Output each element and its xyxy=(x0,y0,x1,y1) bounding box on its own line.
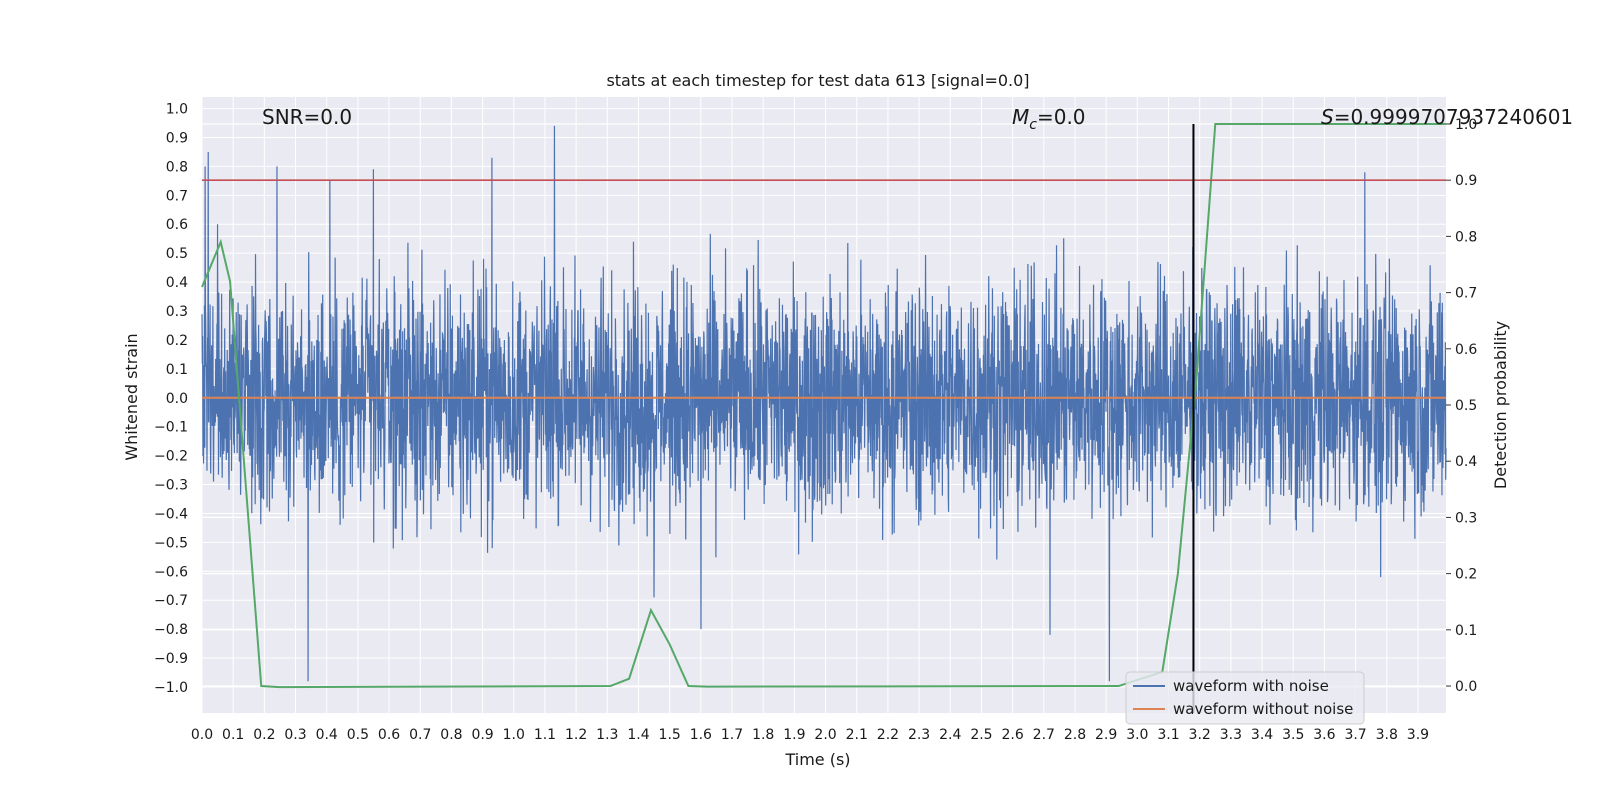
s-symbol: S xyxy=(1321,105,1334,129)
x-tick-label: 0.6 xyxy=(378,727,400,743)
y2-axis-ticks: 1.0 0.9 0.8 0.7 0.6 0.5 0.4 0.3 0.2 0.1 0.0 xyxy=(1446,117,1477,695)
x-tick-label: 3.0 xyxy=(1126,727,1148,743)
x-tick-label: 0.8 xyxy=(440,727,462,743)
x-tick-label: 1.4 xyxy=(627,727,649,743)
y-tick-label: 0.4 xyxy=(166,275,188,291)
x-tick-label: 2.7 xyxy=(1033,727,1055,743)
y2-tick-label: 0.8 xyxy=(1455,229,1477,245)
y-tick-label: 0.8 xyxy=(166,159,188,175)
x-tick-label: 0.9 xyxy=(471,727,493,743)
y-tick-label: −0.4 xyxy=(154,506,188,522)
y2-tick-label: 0.3 xyxy=(1455,510,1477,526)
snr-annotation: SNR=0.0 xyxy=(262,105,352,129)
x-tick-label: 3.5 xyxy=(1282,727,1304,743)
y2-tick-label: 0.0 xyxy=(1455,679,1477,695)
y-tick-label: −0.6 xyxy=(154,564,188,580)
detection-probability-series xyxy=(201,122,1446,689)
y-tick-label: −0.8 xyxy=(154,622,188,638)
x-tick-label: 3.6 xyxy=(1313,727,1335,743)
y-tick-label: 0.0 xyxy=(166,391,188,407)
x-tick-label: 3.7 xyxy=(1344,727,1366,743)
x-tick-label: 3.3 xyxy=(1220,727,1242,743)
x-tick-label: 2.1 xyxy=(846,727,868,743)
y-tick-label: −0.7 xyxy=(154,593,188,609)
x-tick-label: 0.1 xyxy=(222,727,244,743)
y-tick-label: 0.7 xyxy=(166,188,188,204)
x-tick-label: 2.6 xyxy=(1001,727,1023,743)
legend-label-clean: waveform without noise xyxy=(1173,700,1353,718)
detection-probability-line xyxy=(201,122,1446,689)
mc-subscript: c xyxy=(1029,117,1037,133)
x-tick-label: 0.3 xyxy=(284,727,306,743)
y2-tick-label: 0.5 xyxy=(1455,398,1477,414)
y-tick-label: −0.2 xyxy=(154,449,188,465)
x-axis-ticks: 0.0 0.1 0.2 0.3 0.4 0.5 0.6 0.7 0.8 0.9 1.0 1.1 1.2 1… xyxy=(191,727,1429,743)
x-tick-label: 1.7 xyxy=(721,727,743,743)
x-tick-label: 1.0 xyxy=(503,727,525,743)
waveform-with-noise-line xyxy=(201,125,1447,682)
y-tick-label: 0.2 xyxy=(166,333,188,349)
x-tick-label: 3.8 xyxy=(1376,727,1398,743)
x-tick-label: 2.2 xyxy=(877,727,899,743)
y-tick-label: −0.9 xyxy=(154,651,188,667)
legend-box xyxy=(1125,671,1365,725)
x-tick-label: 0.0 xyxy=(191,727,213,743)
x-tick-label: 0.7 xyxy=(409,727,431,743)
x-tick-label: 2.8 xyxy=(1064,727,1086,743)
x-tick-label: 2.0 xyxy=(814,727,836,743)
s-annotation: S=0.9999707937240601 xyxy=(1321,105,1573,129)
x-tick-label: 0.2 xyxy=(253,727,275,743)
x-tick-label: 3.4 xyxy=(1251,727,1273,743)
y2-tick-label: 0.6 xyxy=(1455,342,1477,358)
y2-axis-label: Detection probability xyxy=(1491,321,1510,489)
y-axis-label: Whitened strain xyxy=(122,333,141,460)
legend-label-noise: waveform with noise xyxy=(1173,677,1329,695)
y-tick-label: −0.1 xyxy=(154,420,188,436)
chart-title: stats at each timestep for test data 613… xyxy=(606,71,1029,90)
y2-tick-label: 1.0 xyxy=(1455,117,1477,133)
x-tick-label: 2.9 xyxy=(1095,727,1117,743)
x-tick-label: 1.5 xyxy=(659,727,681,743)
y-axis-ticks: 1.0 0.9 0.8 0.7 0.6 0.5 0.4 0.3 0.2 0.1 0.0 −0.1 −0.… xyxy=(154,102,188,696)
x-tick-label: 1.6 xyxy=(690,727,712,743)
y2-tick-label: 0.2 xyxy=(1455,567,1477,583)
x-axis-label: Time (s) xyxy=(784,750,850,769)
y-tick-label: 0.3 xyxy=(166,304,188,320)
x-tick-label: 3.9 xyxy=(1407,727,1429,743)
x-tick-label: 1.9 xyxy=(783,727,805,743)
y2-tick-label: 0.9 xyxy=(1455,173,1477,189)
s-value: =0.9999707937240601 xyxy=(1334,105,1573,129)
x-tick-label: 0.4 xyxy=(316,727,338,743)
x-tick-label: 1.8 xyxy=(752,727,774,743)
y-tick-label: 1.0 xyxy=(166,102,188,118)
y-tick-label: 0.9 xyxy=(166,130,188,146)
y2-tick-label: 0.1 xyxy=(1455,623,1477,639)
y-tick-label: −0.3 xyxy=(154,478,188,494)
x-tick-label: 2.5 xyxy=(970,727,992,743)
x-tick-label: 2.4 xyxy=(939,727,961,743)
mc-symbol: M xyxy=(1012,105,1029,129)
x-tick-label: 1.1 xyxy=(534,727,556,743)
y-tick-label: 0.1 xyxy=(166,362,188,378)
x-tick-label: 2.3 xyxy=(908,727,930,743)
y-tick-label: 0.6 xyxy=(166,217,188,233)
x-tick-label: 0.5 xyxy=(347,727,369,743)
y-tick-label: −1.0 xyxy=(154,680,188,696)
y-tick-label: 0.5 xyxy=(166,246,188,262)
mc-value: =0.0 xyxy=(1037,105,1086,129)
x-tick-label: 1.3 xyxy=(596,727,618,743)
chirp-mass-annotation: Mc=0.0 xyxy=(1012,105,1086,133)
y2-tick-label: 0.7 xyxy=(1455,286,1477,302)
y2-tick-label: 0.4 xyxy=(1455,454,1477,470)
x-tick-label: 3.2 xyxy=(1189,727,1211,743)
legend: waveform with noise waveform without noi… xyxy=(1125,671,1365,725)
x-tick-label: 1.2 xyxy=(565,727,587,743)
y-tick-label: −0.5 xyxy=(154,535,188,551)
x-tick-label: 3.1 xyxy=(1157,727,1179,743)
waveform-with-noise-series xyxy=(201,125,1447,682)
